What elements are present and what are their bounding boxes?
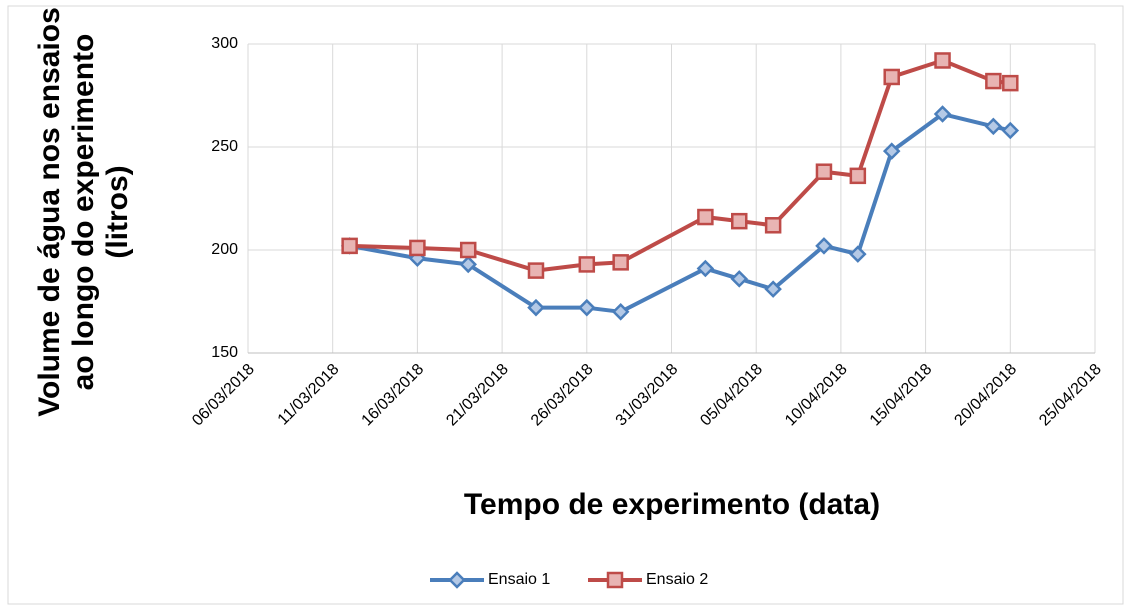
marker bbox=[1001, 121, 1020, 140]
marker bbox=[984, 117, 1003, 136]
y-axis-title-line: ao longo do experimento bbox=[67, 34, 100, 391]
marker bbox=[883, 68, 900, 86]
y-tick-label: 150 bbox=[211, 344, 238, 361]
marker bbox=[731, 212, 748, 230]
marker bbox=[459, 241, 477, 259]
y-tick-label: 250 bbox=[211, 138, 238, 155]
chart-frame bbox=[7, 5, 1124, 605]
marker bbox=[697, 208, 714, 226]
marker bbox=[612, 254, 629, 271]
marker bbox=[815, 237, 833, 255]
legend-marker bbox=[606, 571, 624, 589]
marker bbox=[341, 237, 358, 255]
marker bbox=[764, 280, 782, 298]
marker bbox=[985, 72, 1002, 90]
legend-label: Ensaio 2 bbox=[646, 571, 708, 588]
legend-marker bbox=[448, 571, 466, 589]
y-tick-label: 300 bbox=[211, 35, 238, 52]
marker bbox=[409, 239, 426, 257]
marker bbox=[578, 298, 596, 317]
legend-label: Ensaio 1 bbox=[488, 571, 550, 588]
x-axis-title: Tempo de experimento (data) bbox=[464, 488, 880, 521]
marker bbox=[1002, 74, 1019, 92]
y-axis-title-line: Volume de água nos ensaios bbox=[33, 7, 66, 417]
marker bbox=[815, 163, 833, 180]
y-axis-title-line: (litros) bbox=[101, 165, 134, 258]
marker bbox=[527, 262, 545, 279]
marker bbox=[459, 255, 477, 274]
marker bbox=[611, 303, 630, 321]
marker bbox=[933, 105, 952, 123]
y-axis-title: Volume de água nos ensaiosao longo do ex… bbox=[33, 7, 134, 417]
y-tick-label: 200 bbox=[211, 241, 238, 258]
marker bbox=[934, 52, 951, 69]
marker bbox=[527, 298, 545, 317]
marker bbox=[849, 167, 867, 185]
marker bbox=[764, 217, 782, 234]
marker bbox=[849, 245, 867, 263]
marker bbox=[696, 259, 715, 278]
marker bbox=[882, 142, 901, 160]
marker bbox=[578, 256, 596, 273]
marker bbox=[730, 270, 749, 288]
